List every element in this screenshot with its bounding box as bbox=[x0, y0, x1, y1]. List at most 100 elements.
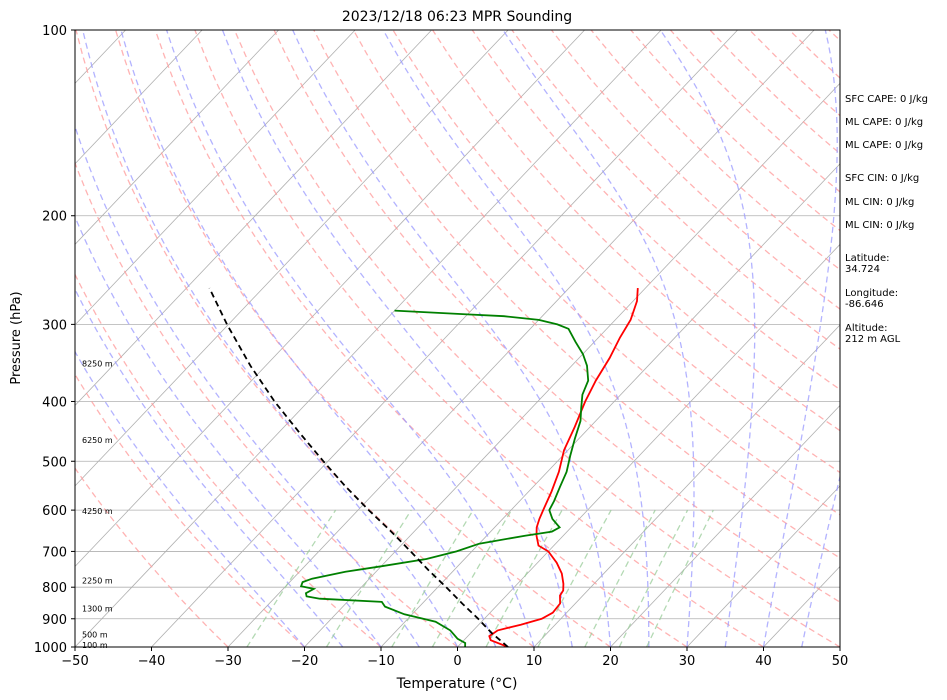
isotherm bbox=[75, 30, 662, 647]
moist-adiabat bbox=[762, 30, 838, 647]
moist-adiabat bbox=[75, 350, 305, 647]
x-tick-label: −50 bbox=[61, 654, 88, 669]
y-tick-label: 300 bbox=[42, 318, 67, 333]
height-label: 100 m bbox=[82, 641, 108, 650]
dewpoint-line bbox=[299, 309, 590, 647]
mixing-ratio-line bbox=[646, 509, 714, 647]
moist-adiabat bbox=[165, 30, 535, 647]
isotherm bbox=[686, 485, 840, 647]
moist-adiabat bbox=[75, 215, 382, 647]
ml-cin-text: ML CIN: 0 J/kg bbox=[845, 197, 915, 208]
moist-adiabat bbox=[221, 30, 573, 647]
isotherm bbox=[75, 30, 279, 245]
y-tick-label: 800 bbox=[42, 581, 67, 596]
dry-adiabat bbox=[75, 30, 535, 647]
dry-adiabat bbox=[392, 30, 840, 474]
dry-adiabat bbox=[511, 30, 840, 350]
dry-adiabat bbox=[75, 161, 458, 647]
moist-adiabat bbox=[292, 30, 612, 647]
x-tick-label: 10 bbox=[526, 654, 543, 669]
moist-adiabat bbox=[659, 30, 756, 647]
x-tick-label: 40 bbox=[755, 654, 772, 669]
mixing-ratio-line bbox=[537, 509, 612, 647]
height-label: 500 m bbox=[82, 631, 108, 640]
axes: −50 −40 −30 −20 −10 0 10 20 30 40 50 100 200 300 400 50… bbox=[34, 24, 848, 669]
dry-adiabat bbox=[352, 30, 840, 516]
dry-adiabat bbox=[75, 373, 305, 647]
plot-frame bbox=[74, 29, 841, 648]
isotherm bbox=[457, 243, 840, 647]
isotherm bbox=[304, 82, 840, 647]
mixing-ratio-line bbox=[391, 509, 474, 647]
parcel-line bbox=[208, 287, 509, 647]
sounding-lines bbox=[208, 287, 639, 647]
x-tick-label: 30 bbox=[679, 654, 696, 669]
x-tick-label: 20 bbox=[602, 654, 619, 669]
sfc-cin-text: SFC CIN: 0 J/kg bbox=[845, 173, 920, 184]
y-tick-label: 1000 bbox=[34, 641, 67, 656]
x-tick-label: −30 bbox=[214, 654, 241, 669]
moist-adiabat bbox=[502, 30, 695, 647]
dry-adiabat bbox=[432, 30, 840, 432]
moist-adiabat bbox=[75, 287, 344, 647]
mixing-ratio-line bbox=[246, 509, 337, 647]
dry-adiabat bbox=[114, 30, 611, 647]
moist-adiabat bbox=[801, 474, 840, 647]
x-tick-label: −10 bbox=[367, 654, 394, 669]
mixing-ratio-line bbox=[618, 509, 689, 647]
ml-cape-text: ML CAPE: 0 J/kg bbox=[845, 117, 924, 128]
y-axis-label: Pressure (hPa) bbox=[9, 291, 24, 384]
height-label: 6250 m bbox=[82, 436, 113, 445]
longitude-text: Longitude: -86.646 bbox=[845, 288, 899, 310]
ml-cape-text-2: ML CAPE: 0 J/kg bbox=[845, 140, 924, 151]
height-label: 4250 m bbox=[82, 507, 113, 516]
dry-adiabat bbox=[550, 30, 840, 310]
y-tick-label: 700 bbox=[42, 545, 67, 560]
x-tick-label: −20 bbox=[291, 654, 318, 669]
isotherm bbox=[75, 30, 356, 326]
temperature-line bbox=[488, 288, 639, 647]
mixing-ratio-line bbox=[584, 509, 656, 647]
height-label: 2250 m bbox=[82, 576, 113, 585]
dry-adiabat bbox=[75, 467, 229, 647]
ml-cin-text-2: ML CIN: 0 J/kg bbox=[845, 220, 915, 231]
dry-adiabat bbox=[471, 30, 840, 391]
y-tick-label: 900 bbox=[42, 613, 67, 628]
x-tick-label: −40 bbox=[138, 654, 165, 669]
isotherm bbox=[151, 30, 738, 647]
isotherm bbox=[610, 404, 840, 647]
x-axis-label: Temperature (°C) bbox=[396, 676, 518, 692]
moist-adiabat bbox=[382, 30, 650, 647]
moist-adiabat bbox=[82, 30, 459, 647]
altitude-text: Altitude: 212 m AGL bbox=[845, 323, 901, 345]
mixing-ratio-line bbox=[485, 509, 563, 647]
x-tick-label: 50 bbox=[832, 654, 849, 669]
mixing-ratio-line bbox=[325, 509, 412, 647]
sfc-cape-text: SFC CAPE: 0 J/kg bbox=[845, 94, 928, 105]
isotherm bbox=[75, 30, 432, 407]
y-tick-label: 500 bbox=[42, 455, 67, 470]
latitude-text: Latitude: 34.724 bbox=[845, 253, 890, 275]
isotherm bbox=[75, 30, 585, 568]
mixing-ratio-line bbox=[431, 509, 513, 647]
moist-adiabat bbox=[75, 124, 420, 647]
isotherm bbox=[75, 30, 203, 165]
dry-adiabat bbox=[233, 30, 840, 647]
y-tick-label: 400 bbox=[42, 395, 67, 410]
background-lines bbox=[75, 30, 840, 647]
y-tick-label: 200 bbox=[42, 210, 67, 225]
height-label: 1300 m bbox=[82, 604, 113, 613]
isotherm bbox=[227, 30, 815, 647]
isotherm bbox=[533, 324, 840, 647]
chart-title: 2023/12/18 06:23 MPR Sounding bbox=[342, 9, 572, 25]
height-label: 8250 m bbox=[82, 359, 113, 368]
y-tick-label: 100 bbox=[42, 24, 67, 39]
dry-adiabat bbox=[194, 30, 764, 647]
y-tick-label: 600 bbox=[42, 504, 67, 519]
dry-adiabat bbox=[154, 30, 688, 647]
dry-adiabat bbox=[313, 30, 840, 559]
isotherm bbox=[75, 30, 509, 487]
dry-adiabat bbox=[273, 30, 840, 603]
